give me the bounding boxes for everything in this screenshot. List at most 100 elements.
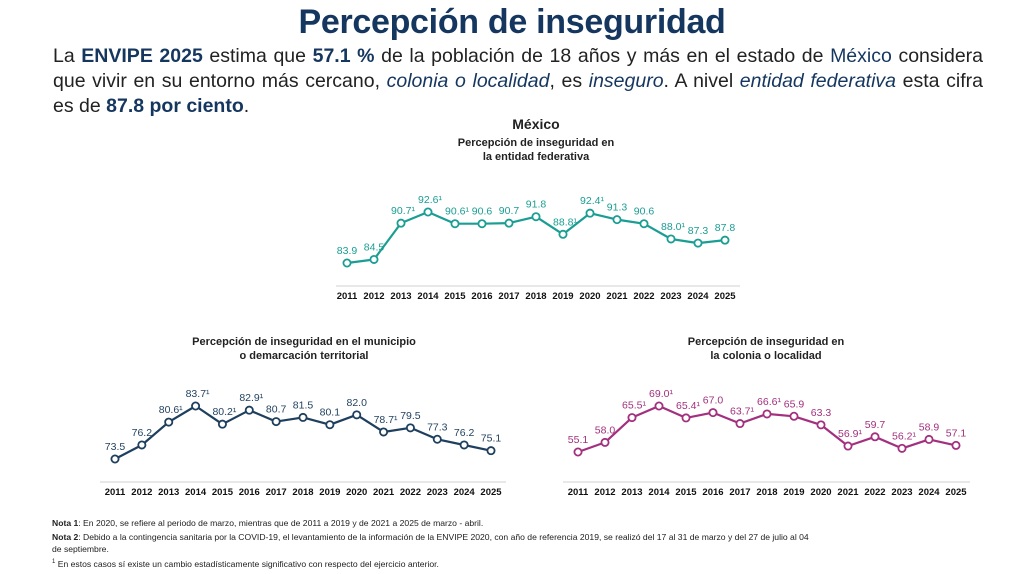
data-label: 76.2 <box>454 427 475 439</box>
data-point <box>486 446 496 456</box>
data-label: 55.1 <box>568 434 589 446</box>
data-point <box>271 417 281 427</box>
intro-pct-local: 57.1 % <box>312 45 375 67</box>
x-tick-label: 2023 <box>427 487 448 498</box>
data-label: 65.9 <box>784 398 805 410</box>
x-tick-label: 2025 <box>714 291 736 302</box>
data-label: 79.5 <box>400 410 421 422</box>
x-tick-label: 2019 <box>319 487 340 498</box>
x-tick-label: 2013 <box>390 291 411 302</box>
data-label: 66.6¹ <box>757 396 781 408</box>
x-tick-label: 2018 <box>292 487 313 498</box>
data-label: 80.1 <box>320 407 341 419</box>
x-tick-label: 2014 <box>417 291 439 302</box>
chart-municipio: Percepción de inseguridad en el municipi… <box>100 336 506 498</box>
data-label: 82.0 <box>346 397 367 409</box>
x-tick-label: 2011 <box>568 487 589 498</box>
data-point <box>217 419 227 429</box>
data-label: 63.7¹ <box>730 406 754 418</box>
data-point <box>708 408 718 418</box>
x-tick-label: 2020 <box>346 487 367 498</box>
data-label: 56.2¹ <box>892 430 916 442</box>
page-title: Percepción de inseguridad <box>298 3 726 41</box>
x-tick-label: 2011 <box>337 291 358 302</box>
intro-pct-entidad: 87.8 por ciento <box>106 95 244 117</box>
chart-title-line: la entidad federativa <box>483 151 590 163</box>
intro-survey-name: ENVIPE 2025 <box>81 45 203 67</box>
x-tick-label: 2016 <box>471 291 492 302</box>
data-label: 91.3 <box>607 202 628 214</box>
data-point <box>298 412 308 422</box>
data-point <box>951 440 961 450</box>
data-point <box>789 411 799 421</box>
data-point <box>504 218 514 228</box>
data-label: 90.6¹ <box>445 206 469 218</box>
x-tick-label: 2017 <box>729 487 750 498</box>
data-point <box>639 219 649 229</box>
data-label: 87.8 <box>715 222 736 234</box>
data-label: 59.7 <box>865 419 886 431</box>
chart-entidad: Percepción de inseguridad en la entidad f… <box>336 137 740 302</box>
data-point <box>110 454 120 464</box>
x-tick-label: 2019 <box>552 291 573 302</box>
data-label: 75.1 <box>481 433 502 445</box>
note-1-label: Nota 1 <box>52 518 79 528</box>
data-label: 90.7¹ <box>391 205 415 217</box>
data-label: 78.7¹ <box>374 414 398 426</box>
data-point <box>164 417 174 427</box>
intro-text: considera que vivir en su entorno más ce… <box>53 45 983 92</box>
data-point <box>870 432 880 442</box>
data-point <box>600 437 610 447</box>
data-point <box>396 218 406 228</box>
data-label: 84.5 <box>364 241 385 253</box>
x-tick-label: 2025 <box>945 487 967 498</box>
data-label: 58.0 <box>595 424 616 436</box>
intro-text: . A nivel <box>663 70 740 92</box>
data-point <box>450 219 460 229</box>
state-label: México <box>512 116 559 132</box>
x-tick-label: 2022 <box>864 487 885 498</box>
data-point <box>693 238 703 248</box>
x-tick-label: 2014 <box>648 487 670 498</box>
intro-text: esta cifra es de <box>53 70 983 117</box>
note-3-marker: 1 <box>52 559 56 565</box>
intro-text: La <box>53 45 82 67</box>
intro-text: , es <box>549 70 589 92</box>
intro-text: . <box>243 95 250 117</box>
x-tick-label: 2022 <box>400 487 421 498</box>
data-point <box>666 234 676 244</box>
data-point <box>379 427 389 437</box>
note-2-label: Nota 2 <box>52 531 79 542</box>
data-point <box>612 215 622 225</box>
x-tick-label: 2022 <box>633 291 654 302</box>
chart-title-line: Percepción de inseguridad en <box>458 137 615 149</box>
x-tick-label: 2016 <box>702 487 723 498</box>
data-label: 80.6¹ <box>159 404 183 416</box>
x-tick-label: 2018 <box>525 291 546 302</box>
x-tick-label: 2025 <box>480 487 502 498</box>
data-label: 80.7 <box>266 404 287 416</box>
data-label: 88.0¹ <box>661 221 685 233</box>
intro-inseguro: inseguro <box>588 70 664 92</box>
data-point <box>325 420 335 430</box>
x-tick-label: 2012 <box>594 487 615 498</box>
note-1-text: : En 2020, se refiere al periodo de marz… <box>78 518 484 528</box>
x-tick-label: 2014 <box>185 487 207 498</box>
data-label: 67.0 <box>703 395 724 407</box>
data-label: 63.3 <box>811 407 832 419</box>
x-tick-label: 2013 <box>621 487 642 498</box>
intro-state: México <box>830 45 892 67</box>
x-tick-label: 2020 <box>810 487 831 498</box>
x-tick-label: 2019 <box>783 487 804 498</box>
x-tick-label: 2015 <box>675 487 697 498</box>
data-label: 90.7 <box>499 205 520 217</box>
data-label: 76.2 <box>132 427 153 439</box>
data-point <box>627 413 637 423</box>
x-tick-label: 2024 <box>918 487 940 498</box>
data-point <box>720 235 730 245</box>
data-label: 88.8¹ <box>553 216 577 228</box>
data-point <box>352 410 362 420</box>
data-label: 77.3 <box>427 421 448 433</box>
data-point <box>573 447 583 457</box>
chart-title-line: Percepción de inseguridad en el municipi… <box>192 336 416 348</box>
